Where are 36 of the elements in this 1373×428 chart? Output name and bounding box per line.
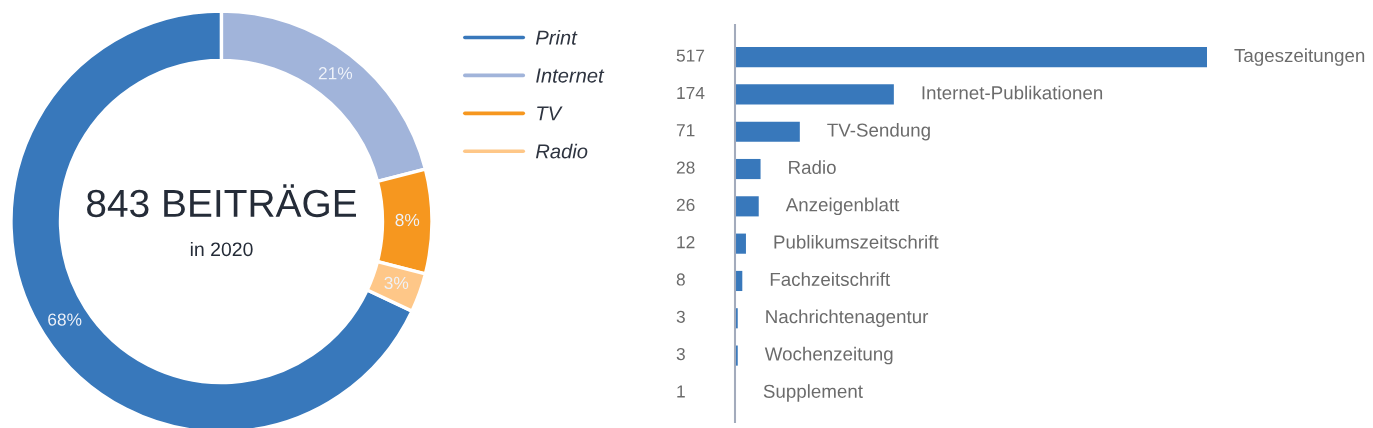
legend-label: Print: [535, 29, 578, 45]
data-label: 517: [676, 49, 705, 62]
category-label: Wochenzeitung: [764, 346, 893, 365]
text: in 2020: [190, 241, 253, 257]
data-label: 174: [677, 86, 705, 99]
bar: [735, 47, 1207, 68]
text: 843 BEITRÄGE: [87, 184, 356, 218]
legend-label: Internet: [536, 68, 605, 83]
category-label: Anzeigenblatt: [785, 197, 900, 216]
category-label: Supplement: [763, 384, 863, 402]
data-label: 68%: [48, 313, 82, 326]
category-label: Internet-Publikationen: [922, 85, 1103, 100]
data-label: 12: [677, 236, 695, 249]
data-label: 71: [676, 124, 695, 137]
bar: [735, 84, 894, 105]
bar: [735, 196, 759, 217]
data-label: 3%: [384, 276, 409, 290]
category-label: Publikumszeitschrift: [774, 234, 939, 249]
data-label: 21%: [318, 67, 353, 80]
legend-label: TV: [537, 106, 563, 121]
legend-label: Radio: [535, 143, 588, 159]
data-label: 3: [676, 347, 685, 361]
bar: [735, 158, 761, 180]
category-label: TV-Sendung: [827, 122, 930, 141]
bar: [735, 233, 746, 254]
data-label: 8: [676, 273, 685, 286]
data-label: 3: [676, 310, 685, 323]
category-label: Nachrichtenagentur: [766, 309, 929, 328]
category-label: Tageszeitungen: [1234, 48, 1365, 66]
category-label: Radio: [789, 160, 836, 175]
data-label: 8%: [395, 213, 420, 227]
bar: [735, 121, 800, 142]
category-label: Fachzeitschrift: [770, 272, 891, 286]
data-label: 26: [676, 198, 695, 211]
data-label: 28: [676, 161, 695, 174]
data-label: 1: [677, 385, 685, 398]
